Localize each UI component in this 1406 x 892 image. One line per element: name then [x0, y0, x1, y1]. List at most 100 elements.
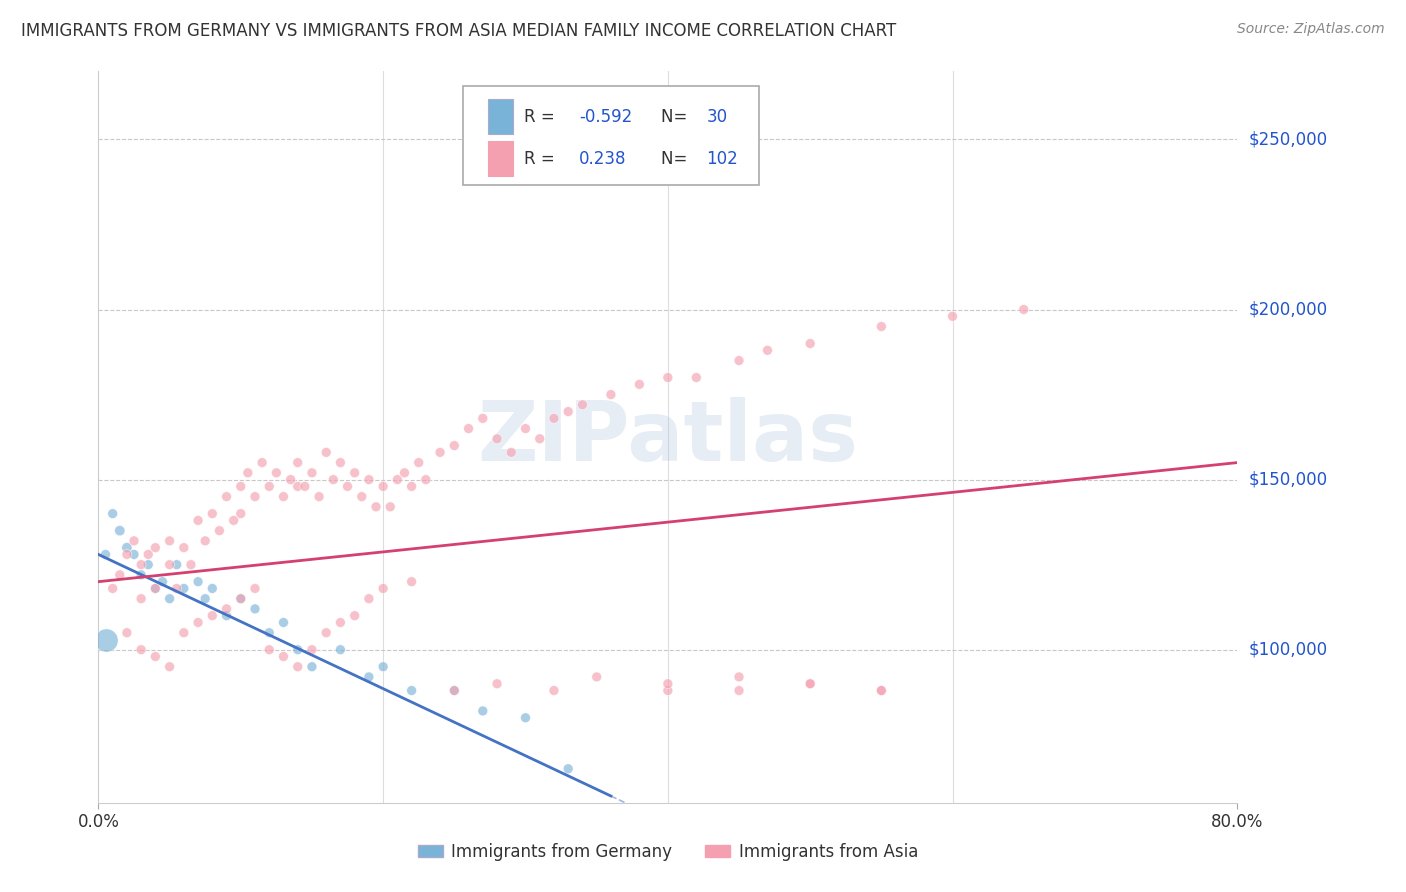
Point	[657, 370, 679, 384]
Point	[108, 567, 131, 582]
Point	[329, 642, 352, 657]
Text: $150,000: $150,000	[1249, 471, 1327, 489]
Point	[243, 582, 266, 596]
Point	[343, 466, 366, 480]
Point	[280, 473, 302, 487]
Point	[215, 490, 238, 504]
Point	[373, 659, 395, 673]
Text: R =: R =	[524, 108, 561, 126]
Point	[443, 439, 465, 453]
Point	[229, 479, 252, 493]
Point	[364, 500, 387, 514]
Point	[180, 558, 202, 572]
Point	[187, 615, 209, 630]
Text: ZIPatlas: ZIPatlas	[478, 397, 858, 477]
Point	[357, 473, 380, 487]
Point	[187, 574, 209, 589]
Point	[129, 642, 152, 657]
Point	[486, 432, 509, 446]
Text: IMMIGRANTS FROM GERMANY VS IMMIGRANTS FROM ASIA MEDIAN FAMILY INCOME CORRELATION: IMMIGRANTS FROM GERMANY VS IMMIGRANTS FR…	[21, 22, 897, 40]
Point	[443, 683, 465, 698]
Point	[187, 513, 209, 527]
Point	[145, 541, 167, 555]
Point	[443, 683, 465, 698]
Point	[201, 608, 224, 623]
Point	[728, 353, 751, 368]
Point	[250, 456, 273, 470]
Point	[145, 649, 167, 664]
Point	[628, 377, 651, 392]
Point	[159, 591, 181, 606]
Point	[243, 602, 266, 616]
Point	[728, 670, 751, 684]
Point	[301, 466, 323, 480]
Point	[194, 591, 217, 606]
Point	[515, 421, 537, 435]
Text: 0.238: 0.238	[579, 150, 627, 168]
Point	[799, 677, 821, 691]
Point	[122, 548, 145, 562]
Point	[756, 343, 779, 358]
Point	[145, 582, 167, 596]
Point	[336, 479, 359, 493]
Point	[287, 642, 309, 657]
Text: N=: N=	[661, 108, 693, 126]
Text: Source: ZipAtlas.com: Source: ZipAtlas.com	[1237, 22, 1385, 37]
Point	[301, 659, 323, 673]
Point	[259, 479, 281, 493]
Point	[799, 677, 821, 691]
Point	[308, 490, 330, 504]
Point	[136, 558, 159, 572]
Point	[159, 533, 181, 548]
Text: N=: N=	[661, 150, 693, 168]
Point	[557, 404, 579, 418]
Point	[194, 533, 217, 548]
Point	[94, 548, 117, 562]
Text: -0.592: -0.592	[579, 108, 633, 126]
Point	[173, 625, 195, 640]
Text: R =: R =	[524, 150, 561, 168]
Point	[152, 574, 174, 589]
Point	[322, 473, 344, 487]
Point	[350, 490, 373, 504]
Point	[201, 507, 224, 521]
FancyBboxPatch shape	[463, 86, 759, 185]
Point	[273, 490, 295, 504]
Point	[201, 582, 224, 596]
Point	[357, 591, 380, 606]
Point	[115, 541, 138, 555]
Point	[259, 625, 281, 640]
Point	[387, 473, 409, 487]
Point	[600, 387, 623, 401]
Legend: Immigrants from Germany, Immigrants from Asia: Immigrants from Germany, Immigrants from…	[411, 837, 925, 868]
Point	[222, 513, 245, 527]
Point	[373, 479, 395, 493]
Point	[122, 533, 145, 548]
Point	[129, 558, 152, 572]
Point	[799, 336, 821, 351]
Point	[101, 507, 124, 521]
Point	[315, 625, 337, 640]
Point	[357, 670, 380, 684]
Point	[401, 574, 423, 589]
Point	[529, 432, 551, 446]
Text: $250,000: $250,000	[1249, 130, 1327, 148]
Point	[108, 524, 131, 538]
Point	[287, 456, 309, 470]
Point	[373, 582, 395, 596]
Point	[571, 398, 593, 412]
Point	[173, 541, 195, 555]
Point	[471, 704, 494, 718]
Point	[543, 683, 565, 698]
Point	[115, 625, 138, 640]
Point	[215, 608, 238, 623]
Point	[870, 683, 893, 698]
Point	[657, 683, 679, 698]
Point	[942, 310, 965, 324]
Point	[166, 558, 188, 572]
Point	[294, 479, 316, 493]
Point	[343, 608, 366, 623]
Point	[315, 445, 337, 459]
Point	[415, 473, 437, 487]
Text: 102: 102	[707, 150, 738, 168]
